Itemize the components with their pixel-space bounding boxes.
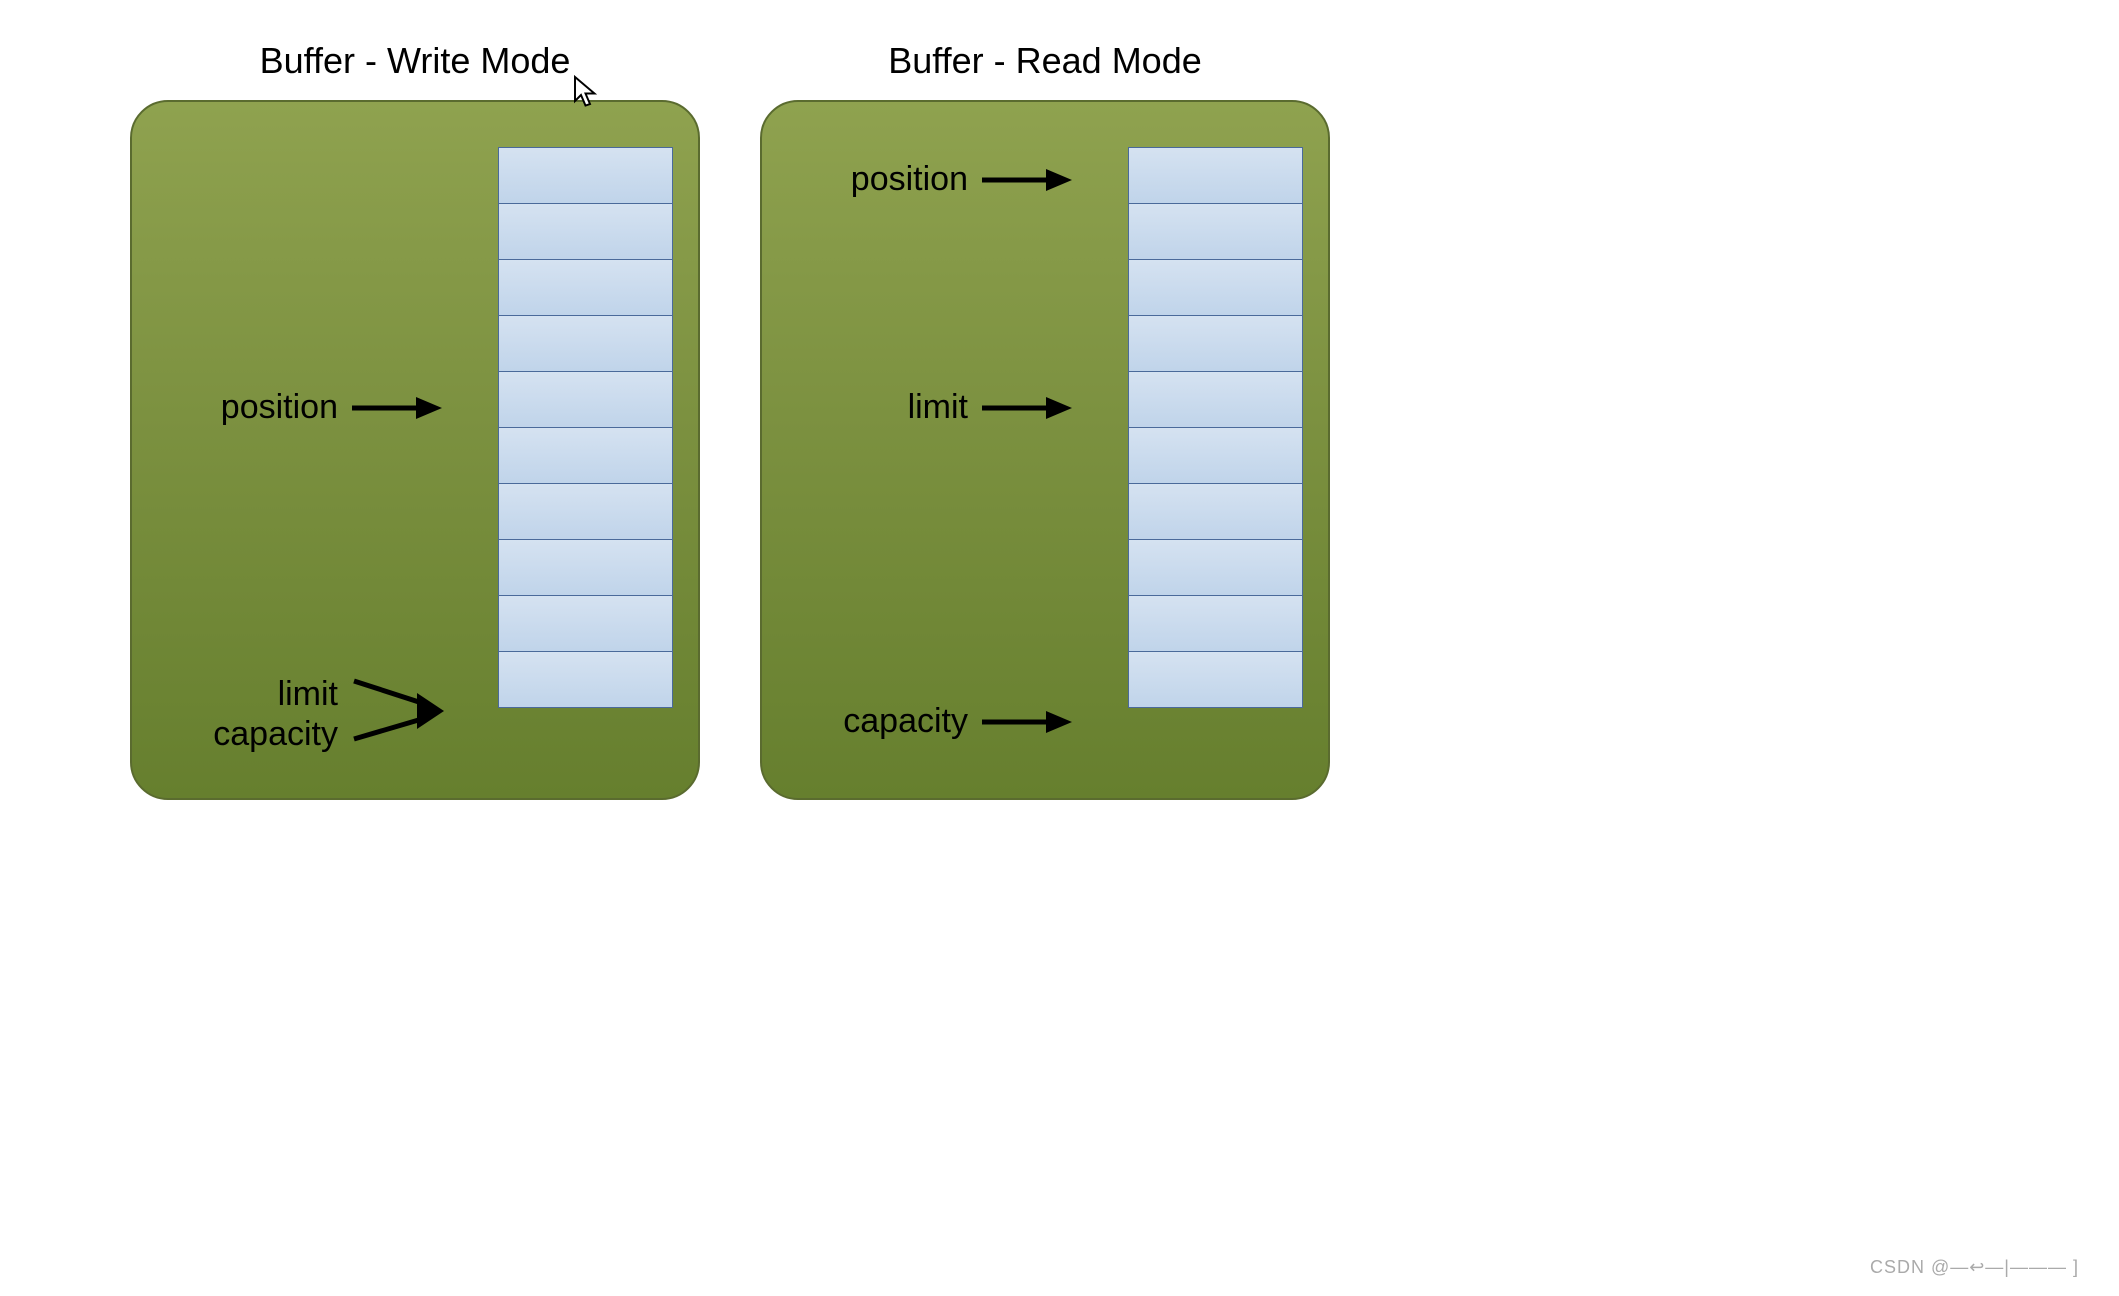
pointer-label: position <box>221 388 338 427</box>
panel-write-mode: Buffer - Write Mode position limit <box>130 40 700 800</box>
panel-title: Buffer - Read Mode <box>888 40 1202 82</box>
buffer-cell <box>1128 147 1303 204</box>
buffer-cell <box>1128 539 1303 596</box>
pointer-label: capacity <box>213 715 338 754</box>
buffer-cell <box>498 315 673 372</box>
pointer-limit: limit <box>278 674 442 714</box>
pointer-position: position <box>221 388 442 427</box>
buffer-cell <box>498 539 673 596</box>
arrow-diag-up-icon <box>352 714 442 754</box>
buffer-cell <box>498 203 673 260</box>
pointer-capacity: capacity <box>843 702 1072 741</box>
buffer-cell <box>1128 483 1303 540</box>
pointer-label: capacity <box>843 702 968 741</box>
pointer-capacity: capacity <box>213 714 442 754</box>
buffer-cell <box>498 595 673 652</box>
arrow-icon <box>982 169 1072 191</box>
pointer-label: limit <box>278 675 338 714</box>
buffer-cell <box>498 651 673 708</box>
buffer-cell <box>1128 259 1303 316</box>
panel-box: position limit capacity <box>130 100 700 800</box>
buffer-cell <box>498 483 673 540</box>
pointer-label: position <box>851 160 968 199</box>
arrow-diag-down-icon <box>352 674 442 714</box>
panel-box: position limit capacity <box>760 100 1330 800</box>
watermark-text: CSDN @—⁠↩—|——— ] <box>1870 1257 2079 1278</box>
buffer-cell <box>1128 203 1303 260</box>
pointer-limit: limit <box>908 388 1072 427</box>
buffer-cell <box>498 259 673 316</box>
buffer-cells <box>1128 147 1303 708</box>
arrow-icon <box>982 397 1072 419</box>
buffer-cell <box>498 427 673 484</box>
pointer-position: position <box>851 160 1072 199</box>
buffer-cells <box>498 147 673 708</box>
buffer-cell <box>1128 371 1303 428</box>
panel-read-mode: Buffer - Read Mode position limit <box>760 40 1330 800</box>
buffer-cell <box>1128 595 1303 652</box>
panel-title: Buffer - Write Mode <box>260 40 571 82</box>
buffer-cell <box>1128 651 1303 708</box>
buffer-cell <box>498 371 673 428</box>
arrow-icon <box>982 711 1072 733</box>
cursor-icon <box>572 74 602 115</box>
buffer-cell <box>1128 315 1303 372</box>
arrow-icon <box>352 397 442 419</box>
pointer-label: limit <box>908 388 968 427</box>
buffer-cell <box>498 147 673 204</box>
buffer-cell <box>1128 427 1303 484</box>
diagram-container: Buffer - Write Mode position limit <box>0 0 2119 840</box>
